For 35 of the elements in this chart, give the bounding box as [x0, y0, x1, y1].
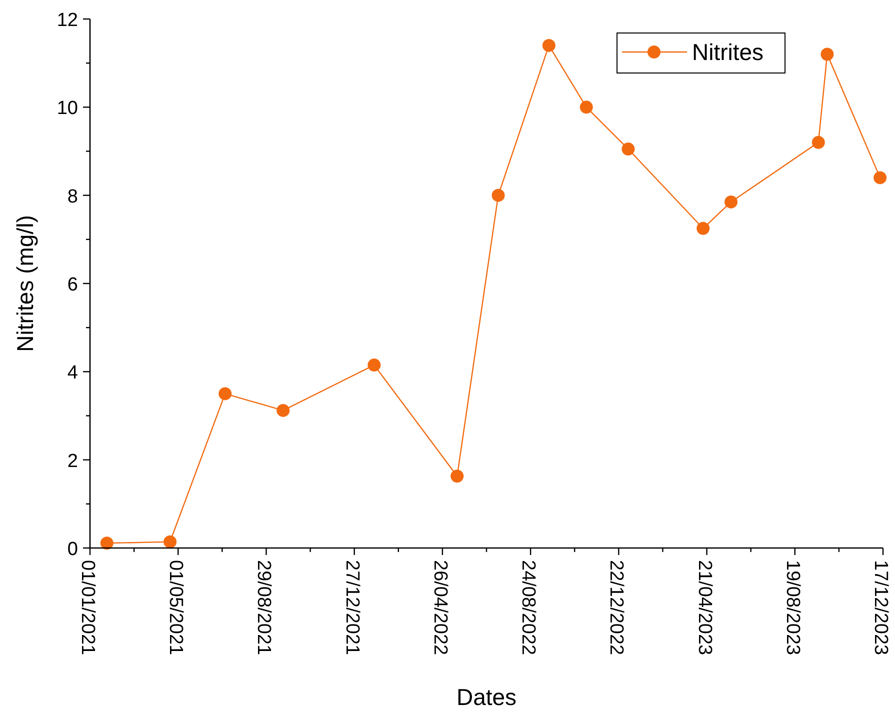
y-axis-title: Nitrites (mg/l) [12, 215, 38, 352]
point [100, 536, 114, 550]
point [812, 136, 825, 149]
point [724, 195, 738, 208]
point [874, 171, 887, 184]
y-tick-label: 4 [67, 362, 78, 384]
point [622, 142, 635, 156]
x-tick-label: 29/08/2021 [253, 560, 274, 656]
point [276, 404, 290, 417]
x-tick-label: 17/12/2023 [870, 560, 891, 656]
point [542, 38, 556, 52]
y-tick-label: 6 [67, 274, 78, 296]
x-tick-label: 26/04/2022 [429, 560, 450, 656]
y-tick-label: 2 [67, 450, 78, 472]
y-tick-label: 12 [56, 10, 78, 31]
point [368, 358, 381, 372]
y-tick-label: 10 [56, 98, 78, 120]
x-tick-label: 19/08/2023 [782, 560, 803, 656]
legend-label: Nitrites [692, 39, 764, 65]
point [450, 470, 464, 483]
point [580, 100, 593, 114]
y-tick-label: 8 [67, 186, 78, 208]
point [164, 535, 177, 548]
x-tick-label: 27/12/2021 [341, 560, 362, 656]
x-tick-label: 01/01/2021 [77, 560, 98, 656]
point [696, 222, 710, 235]
x-tick-label: 21/04/2023 [694, 560, 715, 656]
point [218, 387, 232, 400]
x-tick-label: 24/08/2022 [518, 560, 539, 656]
point [492, 188, 505, 202]
y-tick-label: 0 [67, 539, 78, 560]
x-axis-title: Dates [456, 684, 517, 710]
point [820, 48, 834, 61]
x-tick-label: 22/12/2022 [606, 560, 627, 656]
x-tick-label: 01/05/2021 [165, 560, 186, 656]
